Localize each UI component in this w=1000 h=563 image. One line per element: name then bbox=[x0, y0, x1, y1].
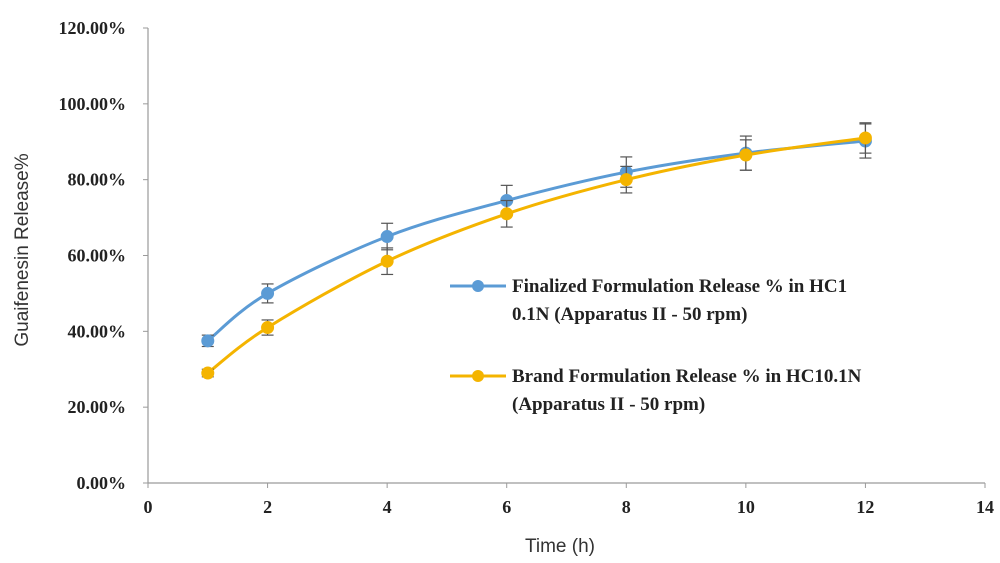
data-point bbox=[619, 173, 633, 187]
data-point bbox=[380, 254, 394, 268]
x-tick-label: 8 bbox=[622, 497, 631, 517]
legend-label: (Apparatus II - 50 rpm) bbox=[512, 394, 705, 415]
legend-item-2: Brand Formulation Release % in HC10.1N (A… bbox=[450, 366, 862, 415]
legend-marker bbox=[472, 370, 484, 382]
series-line bbox=[206, 136, 866, 375]
x-tick-label: 6 bbox=[502, 497, 511, 517]
x-tick-label: 12 bbox=[856, 497, 874, 517]
data-point bbox=[261, 321, 275, 335]
x-tick-label: 0 bbox=[144, 497, 153, 517]
legend-item-1: Finalized Formulation Release % in HC1 0.… bbox=[450, 276, 847, 325]
data-point bbox=[739, 148, 753, 162]
series-layer bbox=[201, 122, 872, 380]
y-tick-label: 80.00% bbox=[68, 170, 127, 190]
axes bbox=[143, 27, 986, 488]
y-tick-label: 40.00% bbox=[68, 321, 127, 341]
legend-label: Brand Formulation Release % in HC10.1N bbox=[512, 366, 862, 387]
data-point bbox=[201, 334, 215, 348]
x-tick-label: 14 bbox=[976, 497, 994, 517]
data-point bbox=[858, 131, 872, 145]
data-point bbox=[201, 366, 215, 380]
x-tick-label: 4 bbox=[383, 497, 392, 517]
y-tick-label: 20.00% bbox=[68, 397, 127, 417]
data-point bbox=[500, 207, 514, 221]
y-tick-label: 100.00% bbox=[59, 94, 127, 114]
series-2 bbox=[201, 122, 872, 380]
legend-label: 0.1N (Apparatus II - 50 rpm) bbox=[512, 304, 747, 325]
legend: Finalized Formulation Release % in HC1 0.… bbox=[450, 276, 862, 415]
legend-marker bbox=[472, 280, 484, 292]
x-axis-title: Time (h) bbox=[525, 536, 595, 557]
legend-label: Finalized Formulation Release % in HC1 bbox=[512, 276, 847, 297]
data-point bbox=[261, 286, 275, 300]
y-tick-label: 60.00% bbox=[68, 246, 127, 266]
y-tick-label: 0.00% bbox=[77, 473, 127, 493]
x-tick-label: 10 bbox=[737, 497, 755, 517]
x-tick-label: 2 bbox=[263, 497, 272, 517]
y-axis-title: Guaifenesin Release% bbox=[12, 153, 33, 346]
y-tick-label: 120.00% bbox=[59, 18, 127, 38]
tick-labels: 0 2 4 6 8 10 12 14 0.00% 20.00% 40.00% 60.00% 80.00%… bbox=[59, 18, 995, 517]
data-point bbox=[380, 230, 394, 244]
